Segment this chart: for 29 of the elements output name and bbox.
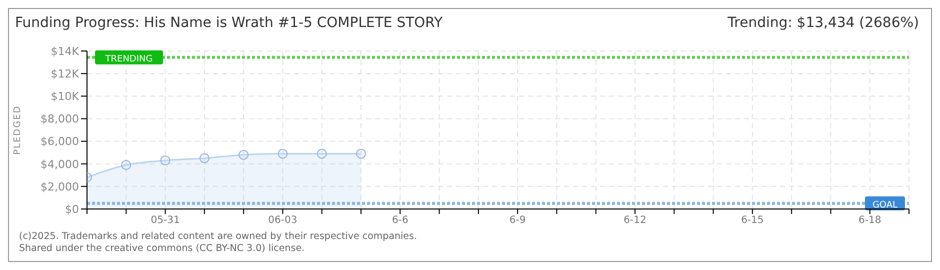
y-tick-label: $6,000 — [40, 135, 79, 148]
y-tick-label: $14K — [50, 44, 80, 58]
x-tick-label: 6-9 — [509, 215, 526, 226]
x-tick-label: 05-31 — [150, 215, 180, 226]
x-tick-label: 6-6 — [392, 215, 408, 226]
x-tick-label: 6-15 — [741, 215, 764, 226]
point — [316, 148, 327, 159]
point — [356, 148, 366, 159]
y-tick-label: $4,000 — [40, 158, 79, 171]
chart-title: Funding Progress: His Name is Wrath #1-5 COMPLETE STORY — [15, 15, 443, 31]
y-axis-title: PLEDGED — [13, 105, 24, 155]
y-tick-label: $10K — [50, 90, 80, 104]
point — [160, 155, 170, 166]
x-tick-label: 6-12 — [624, 215, 646, 226]
x-tick-label: 06-03 — [268, 215, 298, 226]
point — [278, 148, 288, 159]
y-tick-label: $8,000 — [40, 112, 79, 126]
text: Shared under the creative commons (CC BY-NC 3.0) license. — [19, 243, 306, 255]
point — [238, 150, 249, 160]
text: (c)2025. Trademarks and related content are owned by their respective companies. — [19, 231, 417, 243]
y-tick-label: $12K — [50, 67, 80, 80]
x-tick-label: 6-18 — [858, 215, 882, 226]
ref-line-label: GOAL — [872, 200, 898, 210]
y-tick-label: $0 — [65, 202, 79, 216]
point — [199, 153, 210, 164]
point — [121, 160, 132, 170]
chart-subtitle: Trending: $13,434 (2686%) — [728, 15, 919, 31]
y-tick-label: $2,000 — [40, 180, 79, 194]
ref-line-label: TRENDING — [104, 54, 153, 64]
